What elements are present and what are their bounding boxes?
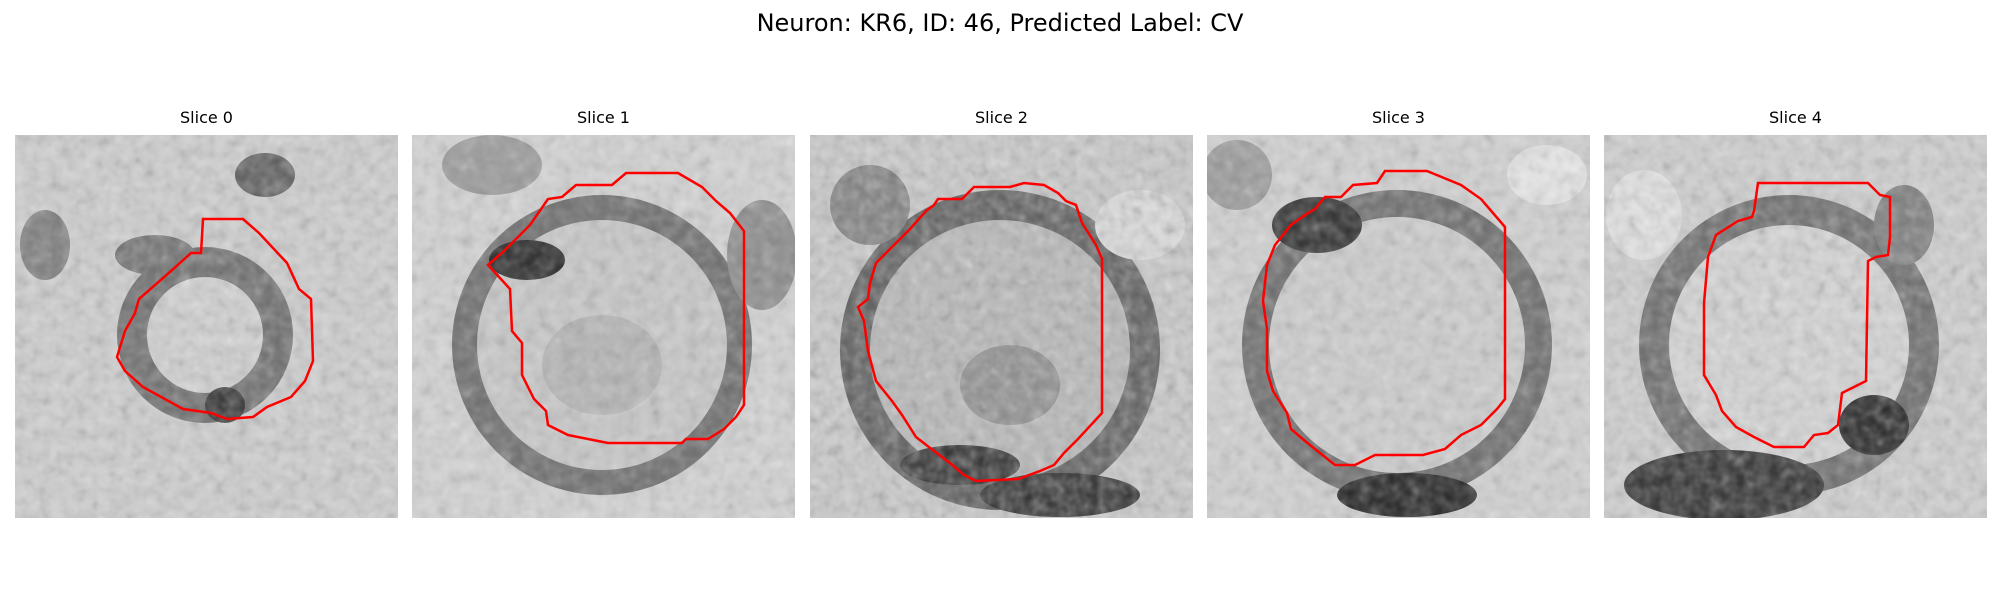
segmentation-contour bbox=[856, 181, 1104, 483]
slice-image-0 bbox=[15, 135, 398, 518]
noise-texture bbox=[810, 135, 1193, 518]
noise-texture bbox=[1604, 135, 1987, 518]
noise-texture bbox=[412, 135, 795, 518]
slice-panel-0: Slice 0 bbox=[15, 108, 398, 520]
slice-title-4: Slice 4 bbox=[1769, 108, 1822, 127]
slice-image-1 bbox=[412, 135, 795, 518]
slice-image-3 bbox=[1207, 135, 1590, 518]
segmentation-contour bbox=[1261, 169, 1507, 467]
noise-texture bbox=[1207, 135, 1590, 518]
slice-panel-4: Slice 4 bbox=[1604, 108, 1987, 520]
slice-title-0: Slice 0 bbox=[180, 108, 233, 127]
segmentation-contour bbox=[486, 171, 746, 445]
slice-image-2 bbox=[810, 135, 1193, 518]
slice-title-1: Slice 1 bbox=[577, 108, 630, 127]
noise-texture bbox=[15, 135, 398, 518]
figure-title: Neuron: KR6, ID: 46, Predicted Label: CV bbox=[756, 9, 1244, 37]
segmentation-contour bbox=[115, 217, 315, 421]
slice-title-3: Slice 3 bbox=[1372, 108, 1425, 127]
slice-image-4 bbox=[1604, 135, 1987, 518]
segmentation-contour bbox=[1702, 181, 1892, 449]
slice-panel-1: Slice 1 bbox=[412, 108, 795, 520]
slice-title-2: Slice 2 bbox=[975, 108, 1028, 127]
slice-panel-3: Slice 3 bbox=[1207, 108, 1590, 520]
slice-panel-2: Slice 2 bbox=[810, 108, 1193, 520]
